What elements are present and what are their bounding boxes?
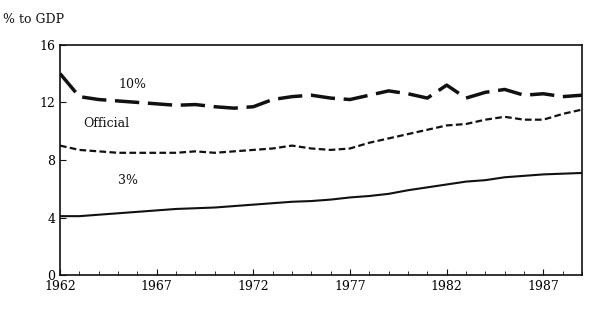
Text: Official: Official [83,117,130,130]
Text: 3%: 3% [118,174,138,188]
Text: % to GDP: % to GDP [3,13,64,26]
Text: 10%: 10% [118,78,146,91]
